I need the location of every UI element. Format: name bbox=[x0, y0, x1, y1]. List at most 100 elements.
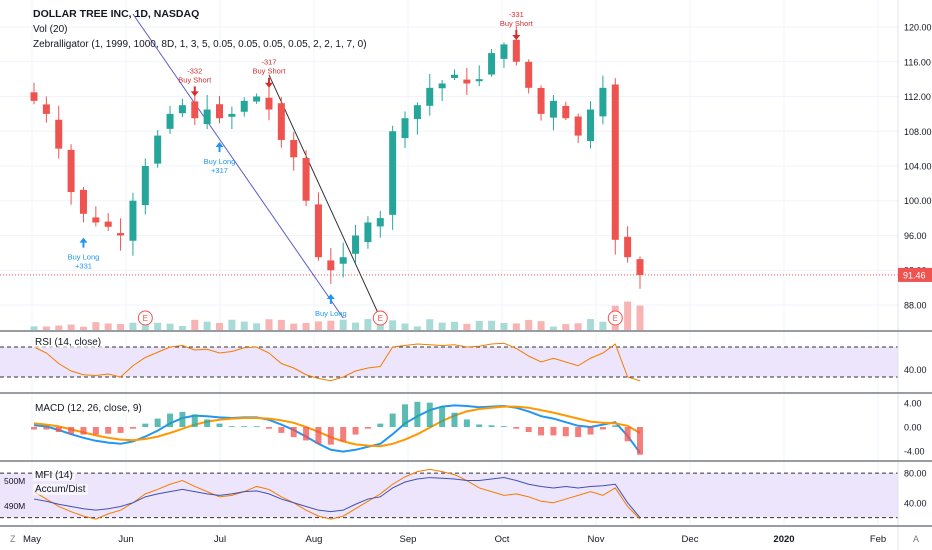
candle-body bbox=[67, 149, 75, 193]
last-price-tag bbox=[898, 267, 932, 282]
candle-body bbox=[79, 189, 87, 214]
candle-body bbox=[314, 204, 322, 258]
macd-histogram-bar bbox=[327, 427, 334, 445]
candle-body bbox=[203, 109, 211, 125]
accum-dist-line bbox=[33, 477, 641, 518]
candle-body bbox=[30, 92, 38, 101]
candle-body bbox=[302, 157, 310, 201]
marker-label: Buy Long bbox=[68, 253, 100, 262]
time-tick: Dec bbox=[682, 534, 699, 545]
earnings-label: E bbox=[143, 314, 148, 323]
marker-value: +331 bbox=[75, 262, 92, 271]
macd-histogram-bar bbox=[377, 423, 384, 427]
candle-body bbox=[599, 87, 607, 117]
time-tick: May bbox=[23, 534, 41, 545]
macd-histogram-bar bbox=[167, 413, 174, 427]
marker-value: -317 bbox=[261, 58, 276, 67]
marker-value: -332 bbox=[187, 66, 202, 75]
macd-histogram-bar bbox=[105, 427, 112, 434]
band-fill bbox=[0, 473, 898, 518]
signal-line bbox=[33, 405, 641, 448]
strategy-legend[interactable]: Zebralligator (1, 1999, 1000, 8D, 1, 3, … bbox=[33, 39, 367, 50]
volume-bar bbox=[438, 322, 446, 330]
rsi-legend[interactable]: RSI (14, close) bbox=[33, 337, 104, 348]
trendline-black bbox=[268, 74, 381, 319]
candle-body bbox=[154, 135, 162, 164]
symbol-title[interactable]: DOLLAR TREE INC, 1D, NASDAQ bbox=[33, 8, 200, 20]
volume-bar bbox=[488, 320, 496, 330]
volume-bar bbox=[549, 326, 557, 330]
volume-bar bbox=[253, 323, 261, 330]
volume-bar bbox=[339, 319, 347, 330]
candle-body bbox=[277, 103, 285, 140]
candle-body bbox=[389, 131, 397, 215]
price-tick: 88.00 bbox=[904, 300, 927, 310]
macd-histogram-bar bbox=[31, 427, 37, 430]
volume-bar bbox=[376, 321, 384, 330]
earnings-label: E bbox=[613, 314, 618, 323]
auto-scale-button[interactable]: A bbox=[913, 534, 920, 544]
candle-body bbox=[327, 260, 335, 271]
macd-histogram-bar bbox=[315, 427, 322, 444]
volume-bar bbox=[314, 321, 322, 330]
volume-bar bbox=[117, 323, 125, 330]
volume-bar bbox=[475, 320, 483, 330]
macd-histogram-bar bbox=[129, 427, 136, 429]
macd-histogram-bar bbox=[364, 427, 371, 429]
macd-histogram-bar bbox=[389, 413, 396, 427]
price-tick: 120.00 bbox=[904, 23, 932, 33]
buy-long-arrow bbox=[326, 294, 335, 305]
volume-legend[interactable]: Vol (20) bbox=[33, 24, 68, 35]
volume-bar bbox=[450, 321, 458, 330]
macd-tick: 4.00 bbox=[904, 399, 922, 409]
macd-histogram-bar bbox=[562, 427, 569, 437]
macd-histogram-bar bbox=[278, 427, 285, 433]
trendlines[interactable] bbox=[132, 13, 381, 319]
volume-bar bbox=[500, 322, 508, 330]
volume-bar bbox=[228, 319, 236, 330]
volume-bar bbox=[55, 325, 63, 330]
earnings-label: E bbox=[378, 314, 383, 323]
candle-body bbox=[129, 200, 137, 241]
volume-bar bbox=[216, 323, 224, 330]
earnings-icon bbox=[372, 310, 388, 326]
mfi-tick: 80.00 bbox=[904, 469, 927, 479]
candle-body bbox=[587, 109, 595, 142]
candle-body bbox=[512, 39, 520, 62]
macd-histogram-bar bbox=[179, 411, 186, 427]
candle-body bbox=[364, 222, 372, 243]
mfi-tick: 40.00 bbox=[904, 498, 927, 508]
timezone-button[interactable]: Z bbox=[10, 534, 16, 544]
accum-dist-legend[interactable]: Accum/Dist bbox=[33, 484, 88, 495]
macd-histogram-bar bbox=[117, 427, 124, 433]
macd-histogram-bar bbox=[439, 406, 446, 427]
price-tick: 104.00 bbox=[904, 162, 932, 172]
candle-body bbox=[352, 235, 360, 254]
mfi-legend[interactable]: MFI (14) bbox=[33, 470, 75, 481]
macd-histogram bbox=[31, 401, 643, 455]
buy-long-arrow bbox=[215, 142, 224, 153]
macd-histogram-bar bbox=[414, 401, 421, 427]
buy-short-arrow bbox=[190, 86, 199, 97]
marker-value: -331 bbox=[509, 10, 524, 19]
macd-legend[interactable]: MACD (12, 26, close, 9) bbox=[33, 403, 144, 414]
macd-histogram-bar bbox=[637, 427, 643, 455]
buy-short-arrow bbox=[264, 77, 273, 88]
macd-histogram-bar bbox=[624, 427, 631, 442]
macd-histogram-bar bbox=[92, 427, 99, 435]
macd-histogram-bar bbox=[426, 402, 433, 427]
buy-long-arrow bbox=[79, 237, 88, 248]
macd-histogram-bar bbox=[599, 427, 606, 430]
candle-body bbox=[413, 105, 421, 120]
macd-tick: 0.00 bbox=[904, 423, 922, 433]
marker-label: Buy Short bbox=[500, 19, 534, 28]
time-tick: 2020 bbox=[773, 534, 794, 545]
pane-separators bbox=[0, 330, 932, 527]
macd-histogram-bar bbox=[525, 427, 532, 433]
candle-body bbox=[253, 96, 261, 102]
price-tick: 100.00 bbox=[904, 196, 932, 206]
volume-bar bbox=[265, 319, 273, 330]
price-axis: 120.00 116.00 112.00 108.00 104.00 100.00 96.0… bbox=[4, 0, 932, 550]
